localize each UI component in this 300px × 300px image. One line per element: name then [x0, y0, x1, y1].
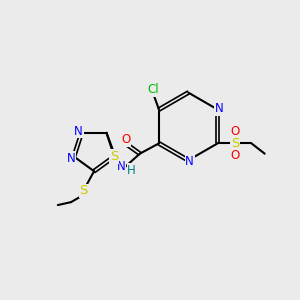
Text: S: S: [231, 137, 239, 150]
Text: N: N: [117, 160, 126, 173]
Text: O: O: [231, 149, 240, 162]
Text: Cl: Cl: [148, 83, 160, 96]
Text: S: S: [80, 184, 88, 197]
Text: S: S: [110, 150, 118, 163]
Text: N: N: [185, 155, 194, 168]
Text: H: H: [127, 164, 136, 177]
Text: N: N: [215, 102, 224, 115]
Text: O: O: [122, 133, 130, 146]
Text: N: N: [67, 152, 75, 164]
Text: N: N: [74, 125, 83, 138]
Text: O: O: [231, 124, 240, 137]
